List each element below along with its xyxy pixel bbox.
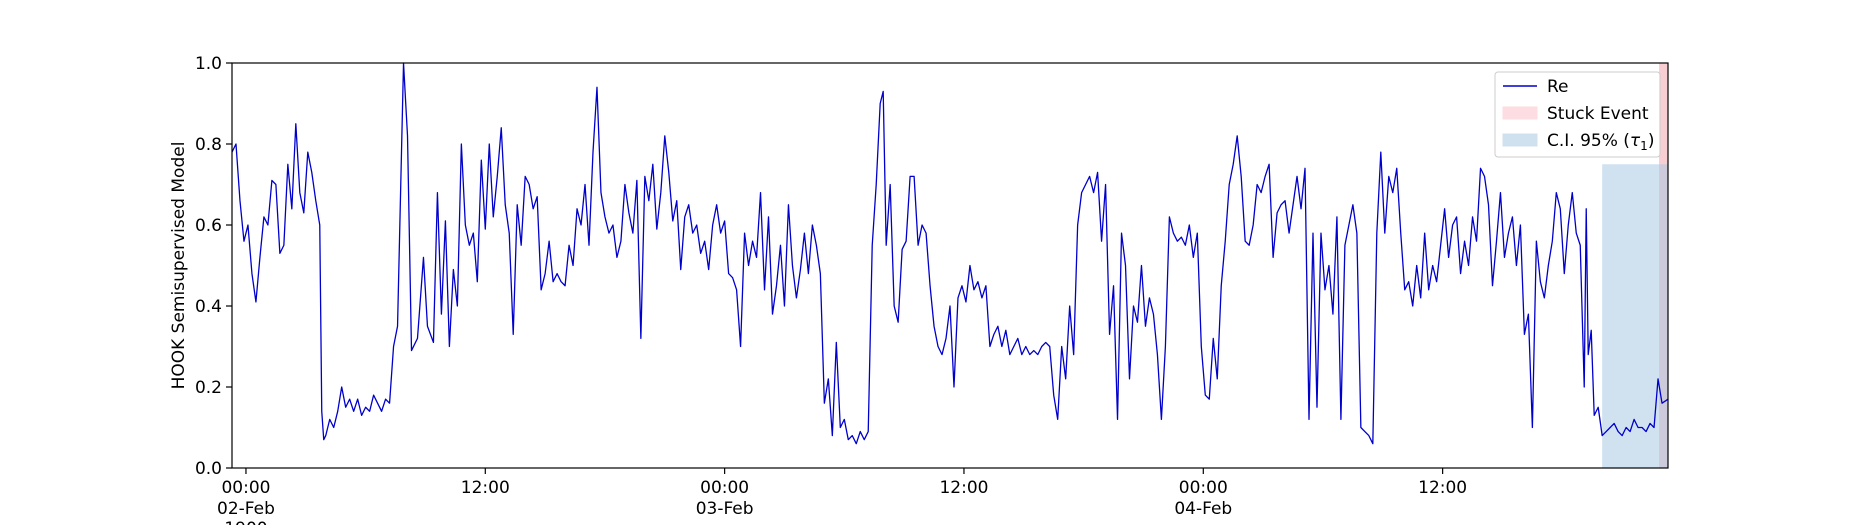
x-tick-label: 00:00: [221, 478, 270, 498]
x-axis: 00:0002-Feb190012:0000:0003-Feb12:0000:0…: [217, 468, 1467, 525]
x-tick-label: 00:00: [1179, 478, 1228, 498]
legend-label: Stuck Event: [1547, 104, 1649, 124]
legend-swatch-patch: [1502, 106, 1538, 120]
legend-label: Re: [1547, 77, 1569, 97]
y-axis-label: HOOK Semisupervised Model: [169, 142, 189, 390]
y-tick-label: 0.6: [195, 216, 222, 236]
plot-frame: [231, 62, 1669, 469]
y-tick-label: 0.8: [195, 135, 222, 155]
y-tick-label: 1.0: [195, 54, 222, 74]
x-tick-year-label: 1900: [224, 519, 267, 525]
y-tick-label: 0.0: [195, 459, 222, 479]
x-tick-label: 00:00: [700, 478, 749, 498]
shaded-region-confidence-interval: [1602, 164, 1668, 468]
legend-label: C.I. 95% (τ1): [1547, 131, 1654, 153]
data-series: [231, 62, 1669, 445]
y-tick-label: 0.4: [195, 297, 222, 317]
y-tick-label: 0.2: [195, 378, 222, 398]
x-tick-label: 12:00: [939, 478, 988, 498]
y-axis: 0.0 0.2 0.4 0.6 0.8 1.0: [195, 54, 232, 479]
x-tick-date-label: 04-Feb: [1174, 499, 1232, 519]
series-line-re: [231, 62, 1669, 445]
shaded-regions: [1602, 63, 1668, 468]
x-tick-date-label: 02-Feb: [217, 499, 275, 519]
x-tick-date-label: 03-Feb: [696, 499, 754, 519]
x-tick-label: 12:00: [1418, 478, 1467, 498]
legend-swatch-patch: [1502, 133, 1538, 147]
x-tick-label: 12:00: [461, 478, 510, 498]
legend: Re Stuck Event C.I. 95% (τ1): [1494, 71, 1661, 158]
